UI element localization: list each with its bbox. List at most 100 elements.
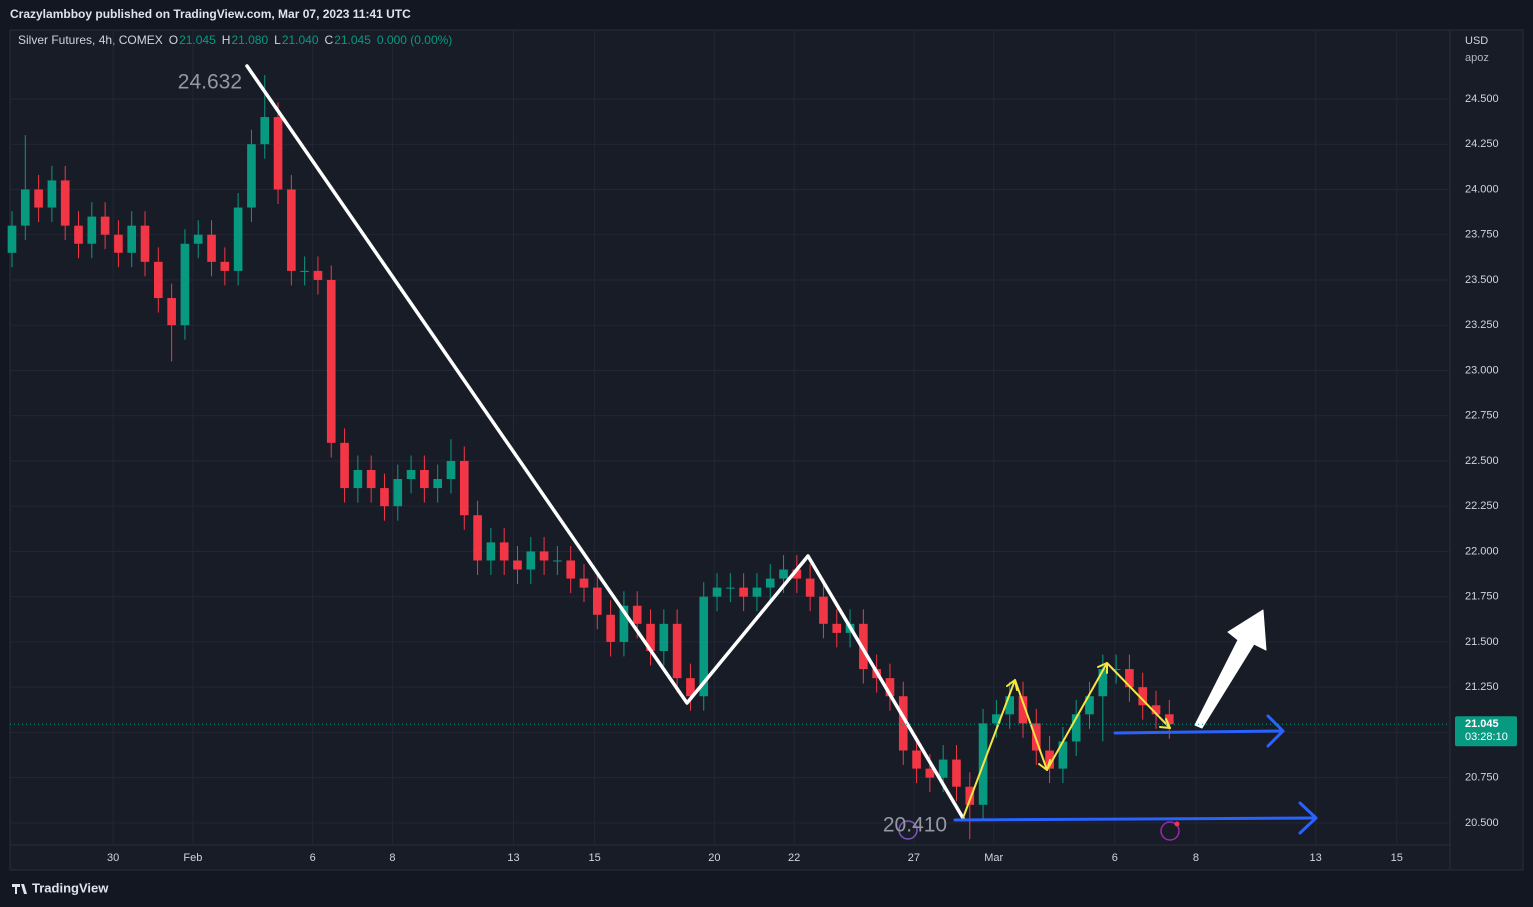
candle-body	[898, 696, 908, 751]
candle-body	[1138, 687, 1148, 706]
legend-value: 21.045	[179, 33, 216, 47]
candle-body	[938, 759, 948, 778]
candle-body	[1005, 696, 1015, 715]
candle-body	[273, 117, 283, 190]
x-tick-label: Mar	[984, 852, 1003, 864]
candle-body	[686, 678, 695, 697]
candle-body	[672, 623, 682, 679]
price-tag-value: 21.045	[1465, 718, 1499, 730]
brand: TradingView	[32, 880, 109, 895]
candle-body	[885, 678, 895, 697]
candle-body	[726, 587, 735, 589]
candle-body	[1058, 741, 1068, 769]
x-tick-label: 8	[389, 852, 395, 864]
yellow-arrowheads	[1006, 662, 1171, 771]
candle-body	[366, 469, 376, 489]
candle-body	[34, 189, 43, 208]
y-tick-label: 20.750	[1465, 772, 1499, 784]
candle-body	[499, 542, 509, 561]
white-zigzag	[245, 64, 965, 820]
x-tick-label: 30	[107, 852, 119, 864]
x-tick-label: 13	[1310, 852, 1322, 864]
candle-body	[699, 596, 709, 697]
y-tick-label: 24.500	[1465, 93, 1499, 105]
candle-body	[340, 442, 349, 489]
candle-body	[965, 786, 975, 805]
scale-label: apoz	[1465, 52, 1489, 64]
candle-body	[459, 460, 469, 516]
y-tick-label: 22.000	[1465, 545, 1499, 557]
candle-body	[180, 243, 190, 326]
candle-body	[326, 279, 336, 443]
candle-body	[114, 234, 123, 253]
candle-body	[712, 587, 722, 597]
legend-value: 21.040	[282, 33, 319, 47]
candle-body	[1098, 669, 1108, 697]
legend-key: H	[222, 33, 231, 47]
x-tick-label: 20	[708, 852, 720, 864]
candle-body	[553, 560, 562, 562]
candle-body	[20, 189, 30, 226]
price-tag	[1455, 716, 1517, 747]
y-tick-label: 22.250	[1465, 500, 1499, 512]
event-dot	[1174, 821, 1180, 827]
candle-body	[579, 578, 589, 588]
x-tick-label: 8	[1193, 852, 1199, 864]
y-tick-label: 20.500	[1465, 817, 1499, 829]
event-icon	[898, 820, 918, 840]
publisher: Crazylambboy published on TradingView.co…	[10, 7, 411, 21]
candle-body	[925, 768, 935, 778]
x-tick-label: 22	[788, 852, 800, 864]
chart-title: Silver Futures, 4h, COMEX	[18, 33, 163, 47]
candle-body	[1071, 714, 1081, 742]
legend-key: C	[325, 33, 334, 47]
y-tick-label: 22.500	[1465, 455, 1499, 467]
candle-body	[619, 605, 629, 642]
candle-body	[247, 144, 256, 208]
candle-body	[313, 270, 323, 280]
candle-body	[592, 587, 602, 615]
candle-body	[1085, 696, 1094, 715]
candle-body	[393, 479, 403, 507]
candle-body	[380, 488, 389, 507]
legend-key: O	[169, 33, 178, 47]
y-tick-label: 23.250	[1465, 319, 1499, 331]
legend-value: 21.045	[334, 33, 371, 47]
candle-body	[473, 515, 482, 561]
legend-value: 21.080	[231, 33, 268, 47]
blue-arrow	[953, 816, 1318, 822]
candle-body	[765, 578, 775, 588]
blue-arrow	[1113, 729, 1285, 735]
candle-body	[739, 587, 748, 597]
candle-body	[60, 180, 70, 226]
x-tick-label: 6	[310, 852, 316, 864]
candle-body	[433, 479, 442, 489]
candle-body	[154, 261, 163, 299]
candle-body	[1125, 669, 1134, 688]
candle-body	[992, 714, 1001, 724]
candle-body	[47, 180, 57, 208]
candle-body	[805, 578, 815, 597]
legend-change: 0.000 (0.00%)	[377, 33, 452, 47]
candle-body	[539, 551, 549, 561]
candle-body	[832, 623, 842, 633]
y-tick-label: 21.500	[1465, 636, 1499, 648]
brand-logo	[12, 884, 27, 894]
chart-pane	[9, 29, 1524, 871]
candle-body	[486, 542, 496, 561]
candle-body	[406, 469, 416, 480]
y-tick-label: 23.750	[1465, 229, 1499, 241]
candle-body	[127, 225, 137, 253]
candle-body	[287, 189, 296, 271]
candle-body	[220, 261, 230, 271]
candle-body	[819, 596, 828, 624]
candle-body	[87, 216, 97, 244]
candle-body	[300, 270, 309, 272]
candle-body	[207, 234, 216, 262]
x-tick-label: 15	[1391, 852, 1403, 864]
drawings	[245, 64, 1318, 841]
candle-body	[1164, 714, 1174, 725]
x-tick-label: 13	[507, 852, 519, 864]
candle-body	[420, 469, 429, 489]
